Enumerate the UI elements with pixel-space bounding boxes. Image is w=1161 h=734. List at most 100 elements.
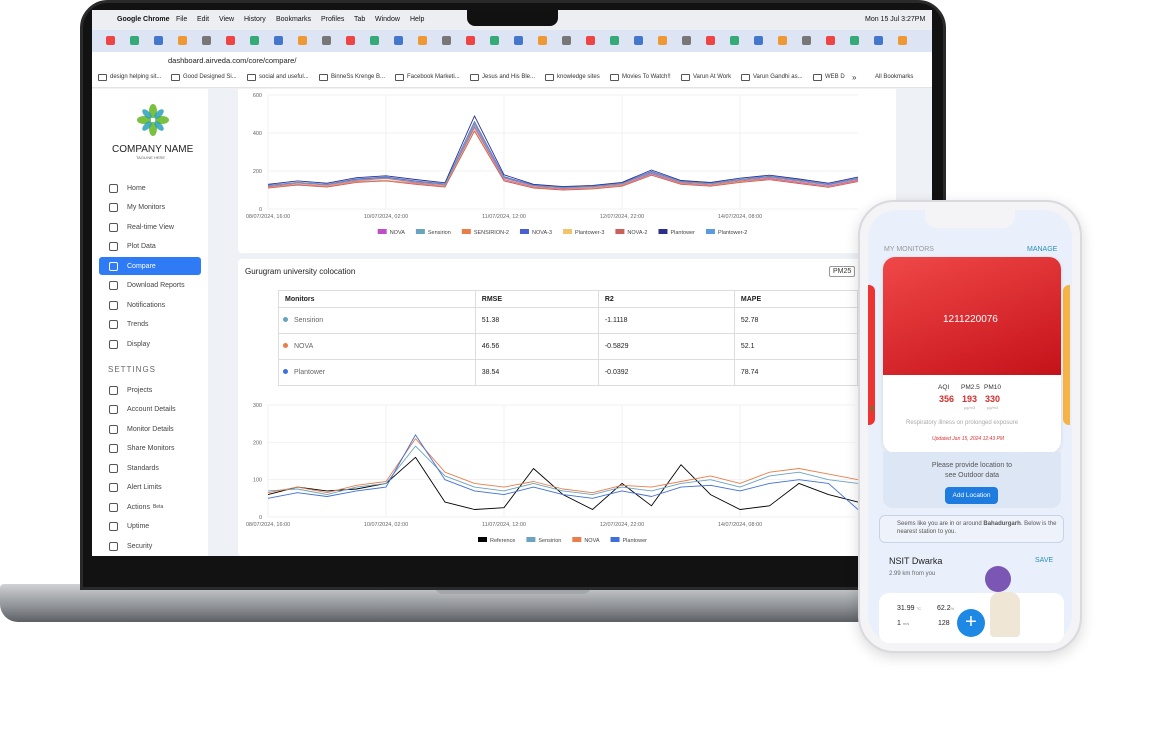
nav-item[interactable]: Account Details [99, 401, 201, 419]
nav-item[interactable]: Real-time View [99, 218, 201, 236]
x-tick-label: 10/07/2024, 02:00 [364, 214, 408, 220]
nav-item[interactable]: Alert Limits [99, 479, 201, 497]
health-note: Respiratory illness on prolonged exposur… [906, 420, 1019, 426]
location-box [879, 515, 1064, 543]
manage-link[interactable]: MANAGE [1027, 246, 1058, 253]
text: Seems like you are in or around [897, 521, 984, 527]
nav-item[interactable]: Home [99, 179, 201, 197]
tab-icon [826, 36, 835, 45]
bookmark: Varun At Work [693, 74, 732, 80]
line-chart: 0 100 200 300 08/07/2024, 16:00 10/07/2024, 0… [246, 403, 859, 544]
tagline: TAGLINE HERE [136, 155, 166, 160]
tab-icon [706, 36, 715, 45]
camera-notch [467, 10, 558, 26]
legend-swatch [610, 537, 620, 542]
legend-label: SENSIRION-2 [474, 230, 509, 236]
tab-icon [490, 36, 499, 45]
sidebar [92, 89, 208, 556]
series-line [267, 438, 859, 494]
nav-item[interactable]: Security [99, 537, 201, 555]
tab-icon [658, 36, 667, 45]
add-location-button[interactable]: Add Location [945, 487, 998, 504]
legend-swatch [526, 537, 536, 542]
text: . Below is the nearest station to you. [897, 521, 1057, 535]
tab-icon [562, 36, 571, 45]
nav-icon [109, 444, 118, 453]
station-name: NSIT Dwarka [889, 556, 943, 566]
bookmark: Jesus and His Ble... [482, 74, 536, 80]
x-tick-label: 11/07/2024, 12:00 [482, 522, 526, 528]
tab-icon [730, 36, 739, 45]
bookmark: Good Designed Si... [183, 74, 237, 80]
menu-item: Help [410, 16, 425, 23]
tab-icon [466, 36, 475, 45]
nav-item[interactable]: Compare [99, 257, 201, 275]
bookmark: Facebook Marketi... [407, 74, 460, 80]
tab-icon [154, 36, 163, 45]
cell: Sensirion [278, 307, 476, 334]
nav-item[interactable]: Actions Beta [99, 498, 201, 516]
nav-item[interactable]: My Monitors [99, 199, 201, 217]
series-line [267, 115, 859, 188]
clock: Mon 15 Jul 3:27PM [865, 16, 926, 23]
nav-item[interactable]: Monitor Details [99, 420, 201, 438]
legend-swatch [519, 229, 529, 234]
nav-item[interactable]: Share Monitors [99, 440, 201, 458]
cell-text: 38.54 [481, 369, 500, 376]
bookmark: knowledge sites [557, 74, 600, 80]
nav-label: Standards [127, 464, 159, 472]
menu-item: Bookmarks [276, 16, 312, 23]
nav-item[interactable]: Notifications [99, 296, 201, 314]
nav-label: Monitor Details [127, 425, 174, 433]
nav-icon [109, 320, 118, 329]
pollutant-select[interactable]: PM25 [829, 266, 856, 277]
tab-icon [130, 36, 139, 45]
tab-icon [418, 36, 427, 45]
bookmarks-bar [92, 70, 932, 88]
nav-item[interactable]: Download Reports [99, 277, 201, 295]
nav-item[interactable]: Plot Data [99, 238, 201, 256]
metric-unit: µg/m3 [987, 405, 999, 410]
legend-swatch [615, 229, 625, 234]
x-tick-label: 10/07/2024, 02:00 [364, 522, 408, 528]
tab-icon [874, 36, 883, 45]
device-id: 1211220076 [943, 314, 998, 325]
cell: -0.5829 [597, 333, 735, 360]
tab-icon [754, 36, 763, 45]
x-tick-label: 12/07/2024, 22:00 [600, 522, 644, 528]
y-tick-label: 200 [253, 440, 262, 446]
url-bar [92, 52, 932, 70]
nav-item[interactable]: Display [99, 335, 201, 353]
bookmark: BinneSs Krenge B... [331, 74, 386, 80]
nav-icon [109, 183, 118, 193]
updated: Updated Jan 15, 2024 12:43 PM [932, 436, 1004, 442]
humidity: 62.2% [937, 605, 954, 612]
metric-name: AQI [938, 384, 950, 391]
cell: -1.1118 [597, 307, 735, 334]
peek-value: 6 [870, 406, 874, 413]
save-link[interactable]: SAVE [1035, 557, 1054, 564]
location-prompt: Please provide location to see Outdoor d… [931, 462, 1013, 479]
series-line [267, 130, 859, 191]
tab-icon [586, 36, 595, 45]
logo [137, 104, 169, 136]
nav-item[interactable]: Uptime [99, 518, 201, 536]
folder-icon [610, 74, 619, 81]
y-tick-label: 0 [259, 515, 262, 521]
row: Plantower 38.54 -0.0392 78.74 [278, 359, 859, 386]
folder-icon [741, 74, 750, 81]
legend-swatch [563, 229, 573, 234]
legend-swatch [478, 537, 488, 542]
bookmark: Movies To Watch!! [622, 74, 671, 80]
cell: -0.0392 [597, 359, 735, 386]
tab-icon [442, 36, 451, 45]
nav-icon [109, 541, 118, 551]
cell-text: 46.56 [481, 343, 500, 350]
row: Sensirion 51.38 -1.1118 52.78 [278, 307, 859, 334]
nav-item[interactable]: Trends [99, 316, 201, 334]
cell: Plantower [278, 359, 476, 386]
nav-item[interactable]: Standards [99, 459, 201, 477]
fab[interactable]: + [957, 609, 985, 637]
nav-item[interactable]: Projects [99, 381, 201, 399]
metric-name: PM10 [984, 384, 1001, 391]
